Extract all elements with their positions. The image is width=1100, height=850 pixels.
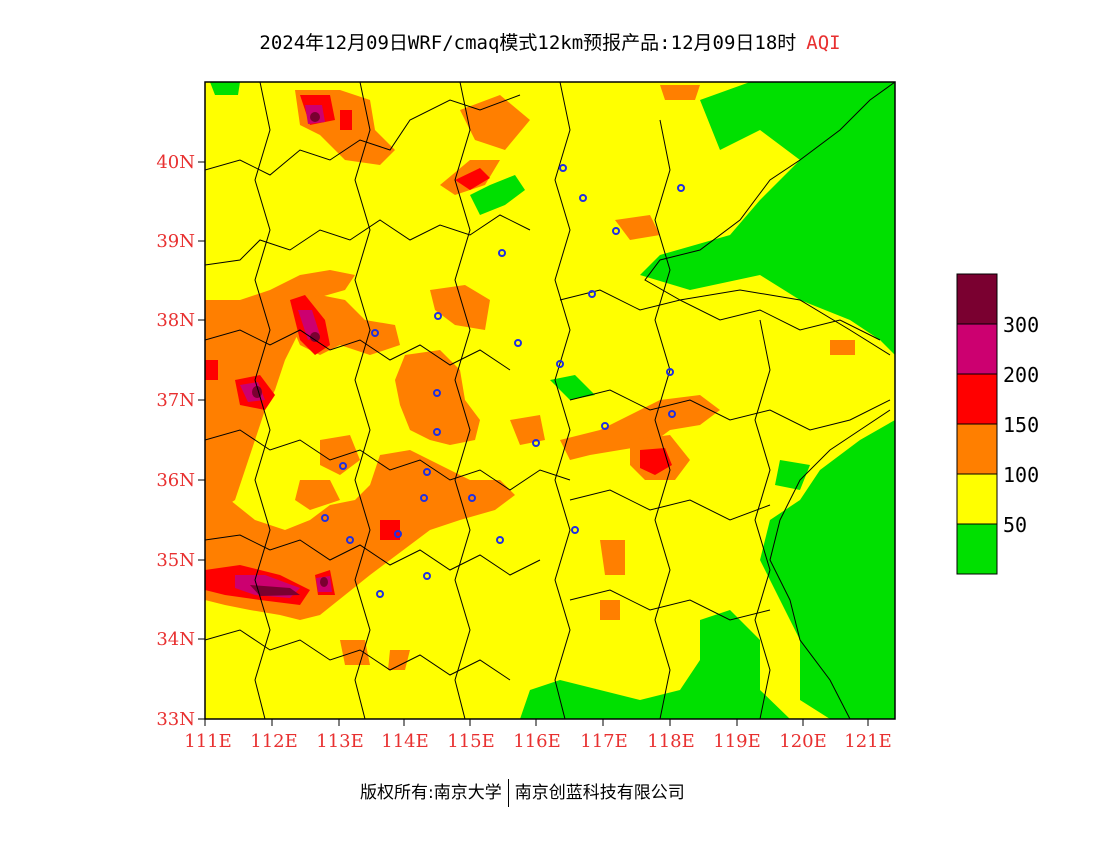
lat-label-35: 35N — [156, 550, 195, 571]
lon-label-117: 117E — [580, 731, 628, 752]
legend-swatch-good — [956, 523, 998, 575]
lon-label-116: 116E — [513, 731, 561, 752]
aqi-field — [205, 82, 895, 719]
field-good-sea — [640, 82, 895, 355]
legend-label-200: 200 — [1003, 363, 1039, 387]
footer: 版权所有:南京大学 南京创蓝科技有限公司 — [360, 778, 685, 807]
lon-label-111: 111E — [184, 731, 232, 752]
city-markers — [321, 164, 685, 598]
lat-label-37: 37N — [156, 390, 195, 411]
legend-label-100: 100 — [1003, 463, 1039, 487]
legend-swatch-very-unhealthy — [956, 323, 998, 375]
field-good-north2 — [210, 82, 240, 95]
legend-swatch-unhealthy — [956, 373, 998, 425]
lon-label-113: 113E — [316, 731, 364, 752]
lon-label-115: 115E — [447, 731, 495, 752]
legend-label-150: 150 — [1003, 413, 1039, 437]
field-good-north1 — [470, 175, 525, 215]
field-good-mid — [550, 375, 595, 400]
title-variable: AQI — [806, 32, 841, 54]
admin-boundaries — [205, 82, 895, 719]
lat-axis: 40N 39N 38N 37N 36N 35N 34N 33N — [156, 152, 205, 730]
lat-label-39: 39N — [156, 231, 195, 252]
lat-label-38: 38N — [156, 310, 195, 331]
field-good-coast — [775, 460, 810, 490]
lat-label-34: 34N — [156, 629, 195, 650]
lon-label-114: 114E — [381, 731, 429, 752]
field-good-south — [520, 610, 790, 719]
legend-swatch-hazardous — [956, 273, 998, 325]
legend-label-50: 50 — [1003, 513, 1027, 537]
legend-swatch-moderate — [956, 473, 998, 525]
aqi-legend: 300 200 150 100 50 — [956, 273, 1039, 575]
lon-label-121: 121E — [844, 731, 892, 752]
title-text: 2024年12月09日WRF/cmaq模式12km预报产品:12月09日18时 — [259, 32, 797, 54]
lon-label-118: 118E — [647, 731, 695, 752]
footer-copyright: 版权所有:南京大学 — [360, 783, 502, 803]
legend-label-300: 300 — [1003, 313, 1039, 337]
lon-label-112: 112E — [250, 731, 298, 752]
lat-label-40: 40N — [156, 152, 195, 173]
legend-swatch-sensitive — [956, 423, 998, 475]
field-hazardous — [250, 112, 328, 596]
lat-label-33: 33N — [156, 709, 195, 730]
lon-label-120: 120E — [779, 731, 827, 752]
lat-label-36: 36N — [156, 470, 195, 491]
lon-axis: 111E 112E 113E 114E 115E 116E 117E 118E … — [184, 719, 892, 752]
field-good-southeast — [760, 420, 895, 719]
footer-company: 南京创蓝科技有限公司 — [514, 783, 685, 803]
footer-divider — [507, 779, 509, 807]
lon-label-119: 119E — [713, 731, 761, 752]
map-title: 2024年12月09日WRF/cmaq模式12km预报产品:12月09日18时 A… — [0, 28, 1100, 55]
